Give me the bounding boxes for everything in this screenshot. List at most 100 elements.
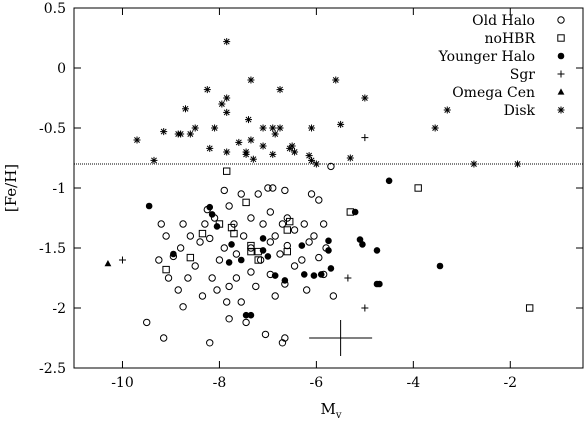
point-old-halo (191, 262, 199, 270)
point-disk (308, 156, 316, 164)
point-old-halo (213, 286, 221, 294)
y-tick-label: 0 (57, 61, 66, 77)
legend-label-sgr: Sgr (510, 67, 536, 83)
point-old-halo (164, 274, 173, 282)
y-tick-label: -2 (52, 301, 66, 317)
point-old-halo (264, 184, 272, 192)
point-old-halo (225, 315, 233, 323)
point-disk (247, 136, 255, 144)
point-old-halo (261, 330, 270, 339)
point-old-halo (276, 250, 284, 258)
point-disk (470, 160, 478, 168)
point-old-halo (198, 292, 207, 300)
point-old-halo (186, 232, 195, 240)
point-disk (269, 150, 277, 158)
point-old-halo (247, 214, 255, 222)
x-tick-label: -8 (213, 375, 227, 391)
point-disk (312, 160, 320, 168)
point-sgr (118, 256, 126, 264)
point-old-halo (266, 208, 275, 216)
point-younger-halo (298, 242, 306, 249)
point-younger-halo (206, 203, 214, 211)
point-disk (291, 148, 299, 156)
point-old-halo (179, 303, 187, 311)
point-old-halo (155, 256, 163, 264)
data-points (104, 38, 534, 347)
point-disk (245, 116, 253, 124)
point-old-halo (223, 298, 231, 306)
point-younger-halo (259, 235, 267, 242)
point-nohbr (286, 217, 294, 226)
point-old-halo (237, 190, 245, 198)
point-old-halo (315, 253, 323, 262)
y-tick-label: -1 (52, 181, 66, 197)
axis-ticks: -10 -8 -6 -4 -2 0.5 0 -0.5 -1 -1.5 -2 -2.5 (39, 1, 583, 391)
x-axis-label-main: M (320, 400, 335, 418)
point-disk (211, 124, 219, 132)
point-disk (235, 138, 243, 146)
point-younger-halo (145, 202, 153, 210)
legend-label-old-halo: Old Halo (472, 13, 535, 29)
legend-label-disk: Disk (504, 103, 536, 119)
point-disk (259, 142, 267, 150)
point-old-halo (184, 274, 192, 282)
point-disk (218, 100, 226, 108)
point-disk (203, 86, 211, 94)
point-old-halo (302, 286, 311, 294)
point-disk (242, 148, 250, 156)
point-disk (271, 130, 279, 138)
point-old-halo (232, 250, 241, 258)
legend-marker-younger-halo (557, 52, 565, 60)
point-disk (431, 124, 439, 132)
point-nohbr (230, 229, 238, 238)
point-younger-halo (359, 241, 366, 248)
point-old-halo (281, 334, 289, 342)
point-nohbr (198, 229, 207, 238)
point-disk (308, 124, 316, 132)
point-disk (150, 156, 158, 164)
point-nohbr (242, 198, 250, 207)
point-younger-halo (325, 237, 332, 245)
point-omega-cen (104, 260, 112, 267)
point-disk (160, 128, 168, 136)
point-old-halo (242, 318, 250, 327)
point-sgr (361, 304, 369, 312)
point-old-halo (290, 226, 299, 234)
x-tick-label: -10 (111, 375, 134, 391)
point-younger-halo (225, 259, 233, 266)
point-younger-halo (247, 311, 255, 319)
point-disk (223, 94, 231, 102)
point-younger-halo (237, 256, 245, 264)
point-old-halo (232, 274, 241, 282)
point-old-halo (174, 286, 182, 294)
point-younger-halo (264, 253, 272, 260)
legend-marker-sgr (557, 70, 565, 78)
point-sgr (361, 134, 369, 142)
legend-marker-disk (557, 106, 565, 114)
legend-label-nohbr: noHBR (485, 31, 536, 47)
point-old-halo (271, 232, 279, 240)
point-disk (443, 106, 451, 114)
point-old-halo (252, 282, 260, 291)
point-younger-halo (281, 277, 289, 284)
legend: Old Halo noHBR Younger Halo Sgr Omega Cen Dis… (438, 13, 565, 119)
point-disk (247, 76, 255, 84)
point-nohbr (414, 184, 422, 192)
point-disk (133, 136, 141, 144)
point-disk (361, 94, 369, 102)
y-tick-label: -1.5 (39, 241, 66, 257)
point-old-halo (290, 262, 299, 270)
point-disk (332, 76, 340, 84)
point-disk (249, 155, 257, 163)
point-old-halo (143, 318, 151, 327)
point-old-halo (215, 256, 224, 264)
point-disk (186, 130, 194, 138)
point-disk (206, 144, 214, 152)
point-old-halo (159, 334, 168, 342)
point-old-halo (247, 268, 255, 276)
point-old-halo (310, 232, 318, 240)
x-tick-label: -2 (503, 375, 517, 391)
point-old-halo (254, 190, 262, 198)
y-tick-label: -0.5 (39, 121, 66, 137)
point-old-halo (206, 339, 214, 347)
